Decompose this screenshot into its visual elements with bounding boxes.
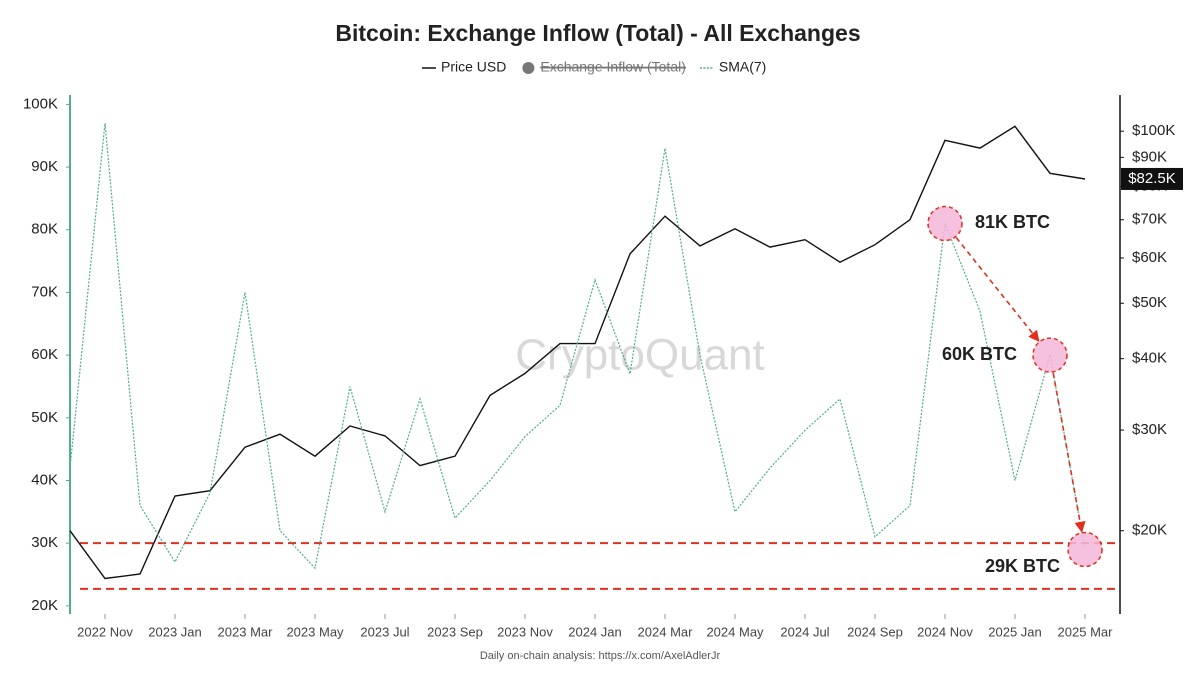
x-tick-label: 2024 Jan <box>568 624 622 639</box>
y2-tick-label: $50K <box>1132 294 1167 311</box>
price-label: $82.5K <box>1128 170 1176 187</box>
y-tick-label: 80K <box>31 221 58 238</box>
x-tick-label: 2024 May <box>706 624 764 639</box>
annotation-marker <box>927 205 963 242</box>
x-tick-label: 2023 Sep <box>427 624 483 639</box>
x-tick-label: 2024 Mar <box>638 624 694 639</box>
legend-label: Price USD <box>441 59 506 75</box>
y-tick-label: 70K <box>31 283 58 300</box>
x-tick-label: 2023 Nov <box>497 624 553 639</box>
y2-tick-label: $70K <box>1132 211 1167 228</box>
annotation-label: 60K BTC <box>942 344 1017 364</box>
x-tick-label: 2025 Mar <box>1058 624 1114 639</box>
y2-tick-label: $90K <box>1132 148 1167 165</box>
x-tick-label: 2023 Mar <box>218 624 274 639</box>
x-tick-label: 2024 Jul <box>780 624 829 639</box>
y2-tick-label: $100K <box>1132 122 1175 139</box>
x-tick-label: 2024 Nov <box>917 624 973 639</box>
y-tick-label: 40K <box>31 471 58 488</box>
annotation-marker <box>1032 337 1068 373</box>
y2-tick-label: $40K <box>1132 350 1167 367</box>
watermark: CryptoQuant <box>515 331 764 380</box>
price-label-box <box>1121 167 1183 190</box>
x-tick-label: 2024 Sep <box>847 624 903 639</box>
y-tick-label: 20K <box>31 597 58 614</box>
y-tick-label: 100K <box>23 95 58 112</box>
x-tick-label: 2022 Nov <box>77 624 133 639</box>
annotation-arrow <box>1052 372 1086 533</box>
legend-label: SMA(7) <box>719 59 766 75</box>
x-tick-label: 2023 Jul <box>360 624 409 639</box>
x-tick-label: 2023 Jan <box>148 624 202 639</box>
footer: Daily on-chain analysis: https://x.com/A… <box>480 650 721 662</box>
y-tick-label: 50K <box>31 409 58 426</box>
legend-label: Exchange Inflow (Total) <box>540 59 686 75</box>
x-tick-label: 2025 Jan <box>988 624 1042 639</box>
chart-title: Bitcoin: Exchange Inflow (Total) - All E… <box>335 20 860 46</box>
y-tick-label: 30K <box>31 534 58 551</box>
legend: Price USD Exchange Inflow (Total) SMA(7) <box>422 59 766 75</box>
annotation-label: 29K BTC <box>985 556 1060 576</box>
legend-swatch <box>522 62 535 74</box>
sma-line <box>69 123 1086 570</box>
y2-tick-label: $20K <box>1132 522 1167 539</box>
annotation-label: 81K BTC <box>975 212 1050 232</box>
annotation-arrow <box>955 237 1040 343</box>
annotation-marker <box>1067 531 1103 568</box>
y-tick-label: 60K <box>31 346 58 363</box>
x-tick-label: 2023 May <box>286 624 344 639</box>
y2-tick-label: $60K <box>1132 249 1167 266</box>
y2-tick-label: $30K <box>1132 421 1167 438</box>
y-tick-label: 90K <box>31 158 58 175</box>
